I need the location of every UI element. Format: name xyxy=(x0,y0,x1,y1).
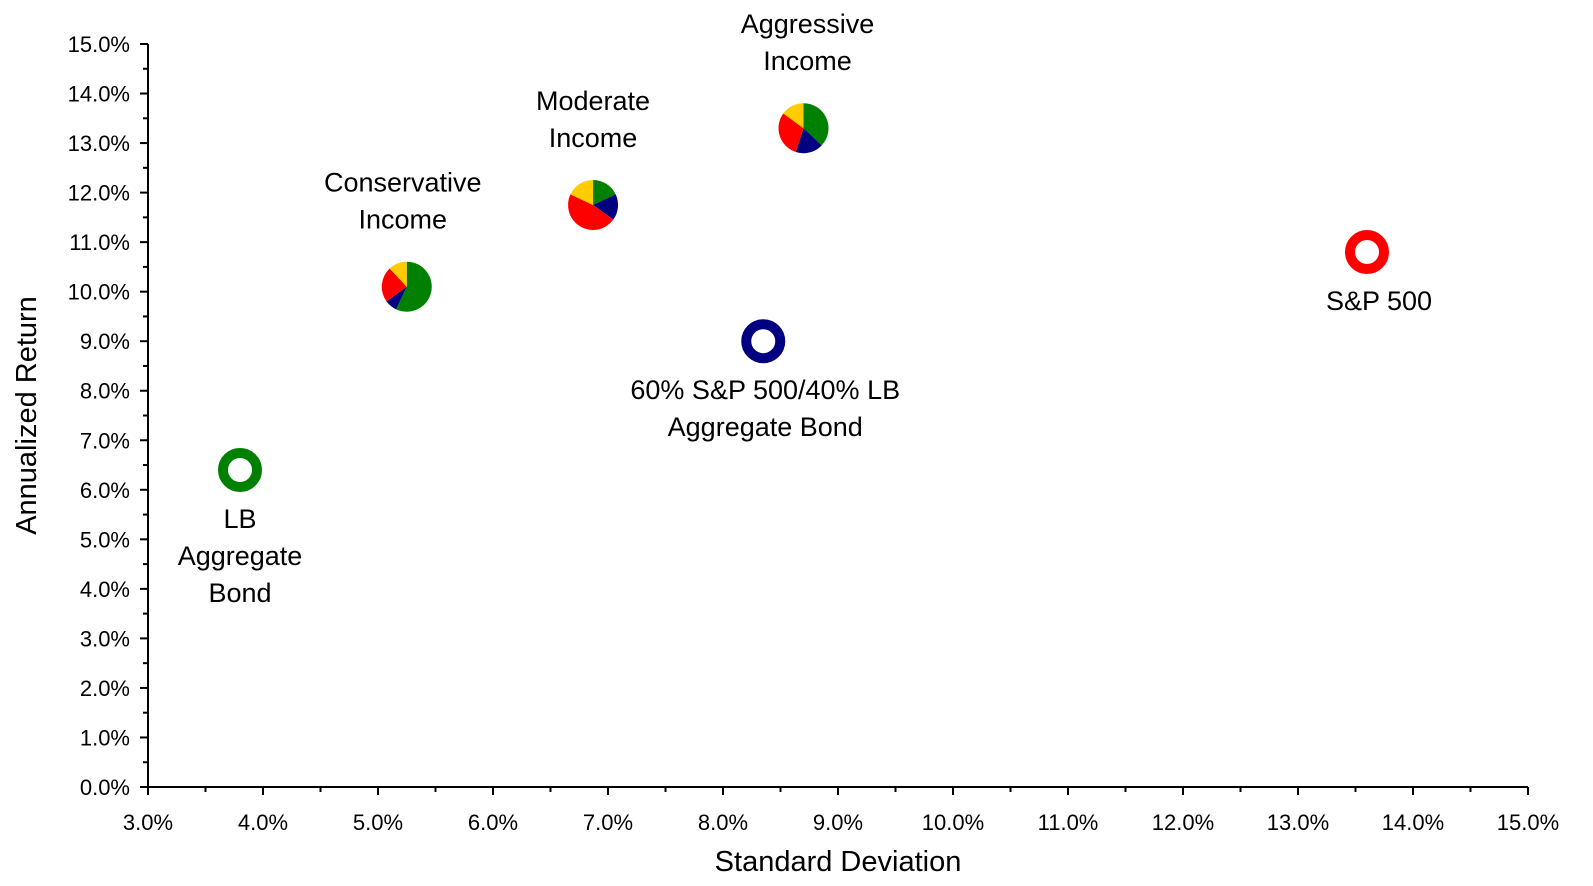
x-tick-label: 12.0% xyxy=(1152,810,1214,835)
ring-marker xyxy=(1345,230,1389,275)
point-label: Aggressive Income xyxy=(741,9,875,76)
point-label-line: Income xyxy=(549,123,638,153)
point-label: Conservative Income xyxy=(324,168,482,235)
y-tick-label: 1.0% xyxy=(80,725,130,750)
data-points: LB Aggregate Bond S&P 500 60% S&P 500/40% LB… xyxy=(178,9,1432,608)
point-label-line: 60% S&P 500/40% LB xyxy=(630,375,900,405)
point-label: S&P 500 xyxy=(1326,286,1432,316)
pie-slice xyxy=(795,128,822,154)
x-tick-label: 3.0% xyxy=(123,810,173,835)
point-label-line: Aggressive xyxy=(741,9,875,39)
x-tick-label: 14.0% xyxy=(1382,810,1444,835)
pie-slice xyxy=(386,286,407,310)
y-axis-title: Annualized Return xyxy=(11,296,43,535)
pie-slice xyxy=(783,103,804,129)
y-tick-label: 7.0% xyxy=(80,428,130,453)
y-tick-label: 4.0% xyxy=(80,577,130,602)
point-label-line: Aggregate Bond xyxy=(668,412,863,442)
y-tick-label: 14.0% xyxy=(68,82,130,107)
point-sp-500: S&P 500 xyxy=(1326,230,1432,316)
point-60-40: 60% S&P 500/40% LB Aggregate Bond xyxy=(630,319,900,442)
x-tick-label: 6.0% xyxy=(468,810,518,835)
y-tick-label: 3.0% xyxy=(80,626,130,651)
y-tick-label: 10.0% xyxy=(68,280,130,305)
x-tick-label: 13.0% xyxy=(1267,810,1329,835)
point-moderate-income: Moderate Income xyxy=(536,86,650,230)
x-tick-label: 5.0% xyxy=(353,810,403,835)
x-tick-label: 4.0% xyxy=(238,810,288,835)
pie-slice xyxy=(803,103,829,146)
point-label-line: Aggregate xyxy=(178,541,303,571)
point-label-line: LB xyxy=(223,504,256,534)
pie-slice xyxy=(593,194,619,220)
pie-slice xyxy=(778,113,804,152)
y-tick-label: 8.0% xyxy=(80,379,130,404)
x-tick-label: 11.0% xyxy=(1038,810,1099,835)
y-tick-label: 13.0% xyxy=(68,131,130,156)
y-tick-label: 2.0% xyxy=(80,676,130,701)
pie-slice xyxy=(568,194,614,230)
point-label: Moderate Income xyxy=(536,86,650,153)
point-label-line: Conservative xyxy=(324,168,482,198)
x-tick-label: 10.0% xyxy=(922,810,984,835)
point-aggressive-income: Aggressive Income xyxy=(741,9,875,154)
pie-slice xyxy=(396,261,432,312)
x-tick-label: 8.0% xyxy=(698,810,748,835)
pie-slice xyxy=(570,179,594,205)
y-tick-label: 6.0% xyxy=(80,478,130,503)
y-tick-label: 12.0% xyxy=(68,181,130,206)
pie-slice xyxy=(389,261,407,287)
y-tick-label: 15.0% xyxy=(68,32,130,57)
point-label-line: Income xyxy=(763,46,852,76)
pie-slice xyxy=(593,179,616,205)
point-label-line: Moderate xyxy=(536,86,650,116)
x-tick-label: 9.0% xyxy=(813,810,863,835)
point-label-line: S&P 500 xyxy=(1326,286,1432,316)
x-tick-label: 15.0% xyxy=(1497,810,1559,835)
ring-marker xyxy=(218,447,262,492)
point-label-line: Bond xyxy=(208,578,271,608)
pie-slice xyxy=(381,268,407,302)
y-tick-label: 0.0% xyxy=(80,775,130,800)
y-tick-label: 5.0% xyxy=(80,527,130,552)
y-tick-label: 9.0% xyxy=(80,329,130,354)
ring-marker xyxy=(741,319,786,364)
point-label: LB Aggregate Bond xyxy=(178,504,303,608)
y-tick-label: 11.0% xyxy=(69,230,130,255)
point-label-line: Income xyxy=(358,205,447,235)
point-lb-aggregate-bond: LB Aggregate Bond xyxy=(178,447,303,608)
x-tick-label: 7.0% xyxy=(583,810,633,835)
point-conservative-income: Conservative Income xyxy=(324,168,482,312)
axes: 3.0% 4.0% 5.0% 6.0% 7.0% 8.0% 9.0% 10.0% 11.0% 12… xyxy=(68,32,1560,835)
x-axis-title: Standard Deviation xyxy=(715,846,962,878)
point-label: 60% S&P 500/40% LB Aggregate Bond xyxy=(630,375,900,442)
